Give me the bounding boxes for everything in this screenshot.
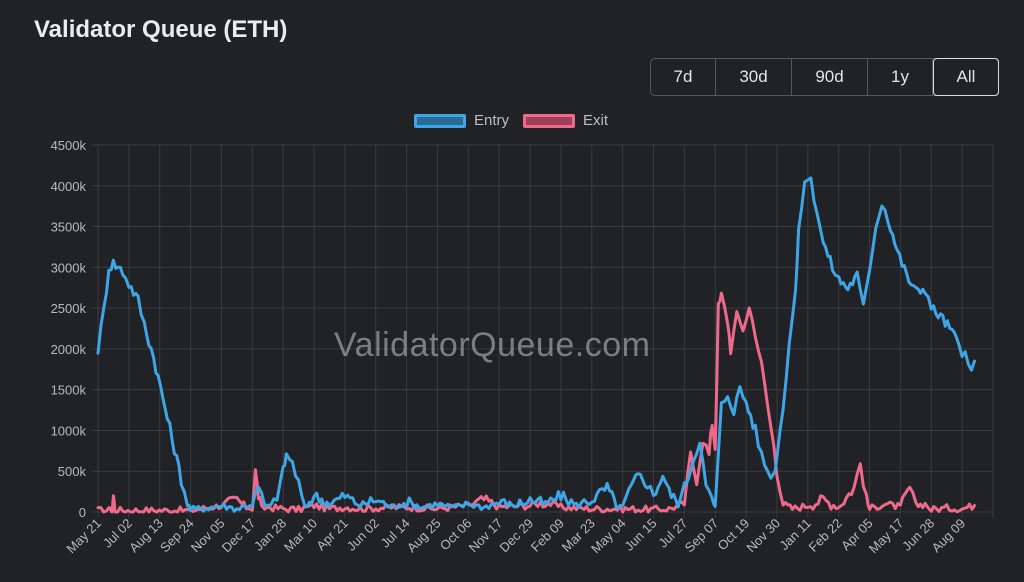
y-tick-label: 500k <box>58 464 87 479</box>
x-tick-label: Feb 09 <box>528 516 567 555</box>
x-tick-label: Aug 13 <box>126 516 166 556</box>
range-30d-button[interactable]: 30d <box>716 59 792 95</box>
time-range-selector: 7d 30d 90d 1y All <box>650 58 999 96</box>
x-tick-label: Jun 02 <box>344 516 382 554</box>
chart-series <box>96 176 976 514</box>
legend-exit-label: Exit <box>583 112 609 129</box>
legend-entry-label: Entry <box>474 112 510 129</box>
range-90d-button[interactable]: 90d <box>792 59 868 95</box>
x-tick-label: May 04 <box>588 516 629 557</box>
x-tick-label: Dec 17 <box>219 516 259 556</box>
legend-entry-swatch <box>414 113 466 128</box>
x-tick-label: Nov 17 <box>466 516 506 556</box>
legend-entry[interactable]: Entry <box>414 112 509 129</box>
range-7d-button[interactable]: 7d <box>651 59 716 95</box>
y-tick-label: 2500k <box>51 301 87 316</box>
series-line-entry <box>96 176 976 513</box>
x-tick-label: Aug 25 <box>404 516 444 556</box>
series-line-exit <box>96 291 976 514</box>
x-tick-label: Dec 29 <box>496 516 536 556</box>
page-title: Validator Queue (ETH) <box>34 16 288 43</box>
chart-grid <box>92 144 994 518</box>
range-all-button[interactable]: All <box>933 58 999 96</box>
x-tick-label: Mar 10 <box>281 516 320 555</box>
y-tick-label: 4000k <box>51 179 87 194</box>
y-tick-label: 0 <box>79 505 86 520</box>
legend-exit[interactable]: Exit <box>523 112 608 129</box>
y-tick-label: 4500k <box>51 138 87 153</box>
x-tick-label: Sep 07 <box>682 516 722 556</box>
x-tick-label: Nov 05 <box>188 516 228 556</box>
x-tick-label: May 21 <box>63 516 104 557</box>
x-tick-label: Apr 21 <box>313 516 351 554</box>
y-axis: 0 500k 1000k 1500k 2000k 2500k 3000k 3500k 4000k… <box>51 138 87 520</box>
x-tick-label: Aug 09 <box>929 516 969 556</box>
x-tick-label: Feb 22 <box>806 516 845 555</box>
range-1y-button[interactable]: 1y <box>868 59 933 95</box>
y-tick-label: 2000k <box>51 342 87 357</box>
legend-exit-swatch <box>523 113 576 128</box>
y-tick-label: 1000k <box>51 423 87 438</box>
x-tick-label: Jun 15 <box>621 516 659 554</box>
x-tick-label: May 17 <box>866 516 907 557</box>
x-tick-label: Nov 30 <box>743 516 783 556</box>
chart-legend: Entry Exit <box>414 112 622 129</box>
y-tick-label: 1500k <box>51 383 87 398</box>
x-tick-label: Sep 24 <box>157 516 197 556</box>
y-tick-label: 3000k <box>51 260 87 275</box>
y-tick-label: 3500k <box>51 220 87 235</box>
